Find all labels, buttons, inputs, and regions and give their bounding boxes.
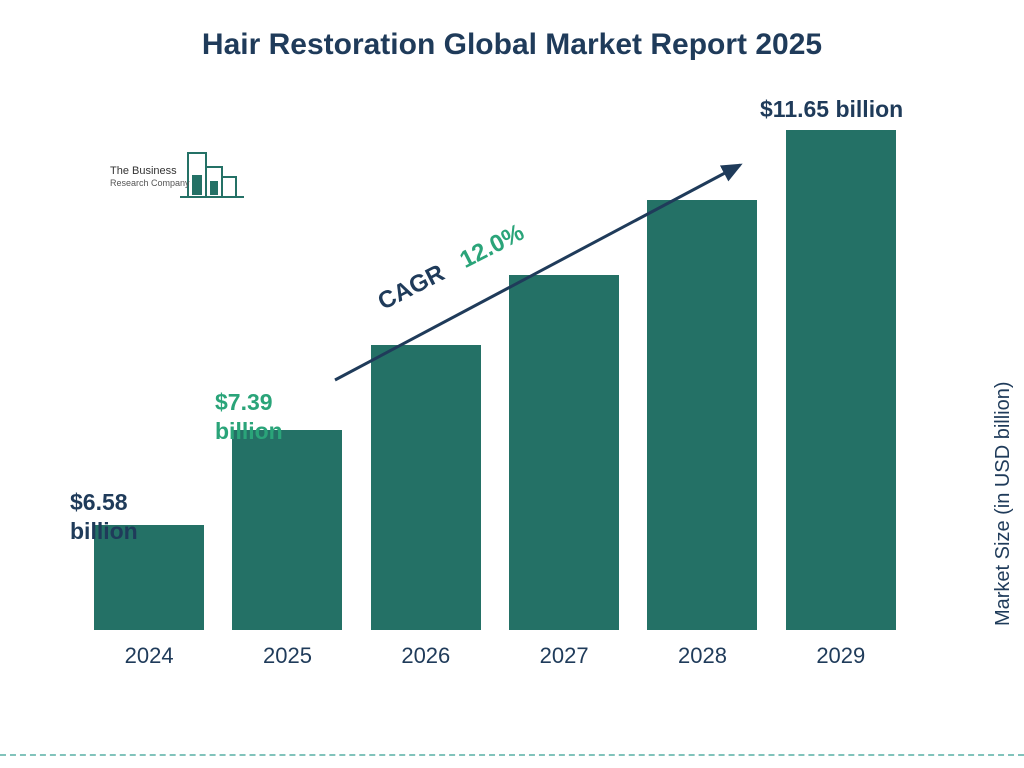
bar-group: [232, 430, 342, 630]
bar-2026: [371, 345, 481, 630]
value-text: $11.65 billion: [760, 96, 903, 122]
x-label: 2028: [647, 635, 757, 680]
value-amount: $6.58: [70, 489, 128, 515]
bar-2025: [232, 430, 342, 630]
value-unit: billion: [215, 418, 283, 444]
bar-2027: [509, 275, 619, 630]
x-label: 2024: [94, 635, 204, 680]
value-amount: $7.39: [215, 389, 273, 415]
value-label-2025: $7.39 billion: [215, 388, 283, 446]
x-label: 2029: [786, 635, 896, 680]
x-axis-labels: 2024 2025 2026 2027 2028 2029: [70, 635, 920, 680]
x-label: 2027: [509, 635, 619, 680]
chart-title: Hair Restoration Global Market Report 20…: [0, 0, 1024, 62]
y-axis-label: Market Size (in USD billion): [993, 382, 1016, 627]
bars-container: [70, 120, 920, 630]
bar-2029: [786, 130, 896, 630]
bar-group: [647, 200, 757, 630]
x-label: 2026: [371, 635, 481, 680]
bar-group: [786, 130, 896, 630]
value-label-2024: $6.58 billion: [70, 488, 138, 546]
x-label: 2025: [232, 635, 342, 680]
bar-group: [509, 275, 619, 630]
value-unit: billion: [70, 518, 138, 544]
bar-group: [371, 345, 481, 630]
footer-divider: [0, 754, 1024, 756]
value-label-2029: $11.65 billion: [760, 95, 903, 124]
bar-2028: [647, 200, 757, 630]
chart-area: 2024 2025 2026 2027 2028 2029: [70, 115, 920, 680]
